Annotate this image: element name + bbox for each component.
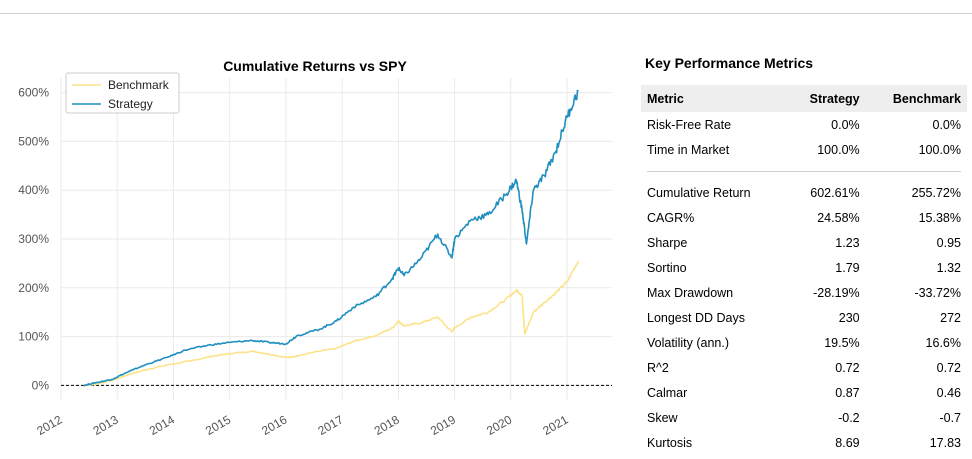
metrics-row: Sortino 1.79 1.32 — [641, 255, 967, 280]
legend-label-benchmark: Benchmark — [108, 78, 170, 92]
x-tick-label: 2014 — [147, 412, 177, 438]
metrics-row: Kurtosis 8.69 17.83 — [641, 430, 967, 455]
strategy-value: 19.5% — [824, 335, 860, 350]
x-tick-label: 2012 — [34, 412, 64, 438]
strategy-value: 1.23 — [835, 235, 860, 250]
benchmark-value: 16.6% — [925, 335, 961, 350]
strategy-value: 1.79 — [835, 260, 860, 275]
strategy-value: 602.61% — [810, 185, 860, 200]
chart-title: Cumulative Returns vs SPY — [223, 58, 407, 74]
metrics-row: Max Drawdown -28.19% -33.72% — [641, 280, 967, 305]
metrics-row: Time in Market 100.0% 100.0% — [641, 137, 967, 162]
metrics-row: Skew -0.2 -0.7 — [641, 405, 967, 430]
metrics-row: Sharpe 1.23 0.95 — [641, 230, 967, 255]
x-tick-label: 2015 — [203, 412, 233, 438]
series-lines — [83, 89, 580, 387]
x-tick-label: 2013 — [91, 412, 121, 438]
metrics-row: Longest DD Days 230 272 — [641, 305, 967, 330]
metrics-table: Metric Strategy Benchmark Risk-Free Rate… — [641, 85, 967, 455]
metric-name: Calmar — [647, 385, 688, 400]
y-tick-label: 100% — [18, 330, 49, 344]
cumulative-returns-chart: Cumulative Returns vs SPY 0% 100% 200% 300%… — [18, 58, 612, 438]
metrics-title: Key Performance Metrics — [645, 55, 814, 71]
x-tick-label: 2017 — [315, 412, 345, 438]
strategy-value: 230 — [838, 310, 860, 325]
y-tick-label: 300% — [18, 232, 49, 246]
benchmark-value: 0.0% — [932, 117, 962, 132]
metrics-separator — [641, 162, 967, 180]
benchmark-value: 272 — [940, 310, 961, 325]
metrics-row: Cumulative Return 602.61% 255.72% — [641, 180, 967, 205]
y-tick-label: 500% — [18, 134, 49, 148]
metric-name: Kurtosis — [647, 435, 693, 450]
metric-name: Risk-Free Rate — [647, 117, 732, 132]
metric-name: CAGR% — [647, 210, 695, 225]
metric-name: Volatility (ann.) — [647, 335, 729, 350]
benchmark-value: -33.72% — [914, 285, 961, 300]
metric-name: Sharpe — [647, 235, 688, 250]
strategy-value: 100.0% — [817, 142, 860, 157]
benchmark-value: 17.83 — [929, 435, 961, 450]
strategy-value: 0.0% — [831, 117, 860, 132]
metric-name: R^2 — [647, 360, 669, 375]
legend-label-strategy: Strategy — [108, 97, 153, 111]
x-tick-label: 2020 — [484, 412, 514, 438]
x-tick-label: 2021 — [540, 412, 570, 438]
metrics-row: Risk-Free Rate 0.0% 0.0% — [641, 112, 967, 137]
benchmark-value: 255.72% — [911, 185, 961, 200]
series-line-benchmark — [83, 260, 580, 387]
x-tick-label: 2016 — [259, 412, 289, 438]
metrics-row: R^2 0.72 0.72 — [641, 355, 967, 380]
metric-name: Skew — [647, 410, 678, 425]
metrics-header-row: Metric Strategy Benchmark — [641, 85, 967, 112]
strategy-value: -0.2 — [838, 410, 860, 425]
legend: Benchmark Strategy — [65, 72, 180, 114]
series-line-strategy — [83, 89, 579, 387]
metric-name: Time in Market — [647, 142, 730, 157]
y-tick-label: 600% — [18, 86, 49, 100]
benchmark-value: 0.95 — [936, 235, 961, 250]
strategy-value: 0.72 — [835, 360, 860, 375]
benchmark-value: 1.32 — [936, 260, 961, 275]
strategy-value: 8.69 — [835, 435, 860, 450]
top-divider — [0, 13, 972, 14]
metric-name: Sortino — [647, 260, 687, 275]
header-metric: Metric — [641, 85, 788, 112]
metric-name: Cumulative Return — [647, 185, 751, 200]
x-tick-label: 2019 — [428, 412, 458, 438]
strategy-value: 0.87 — [835, 385, 860, 400]
strategy-value: -28.19% — [813, 285, 860, 300]
header-strategy: Strategy — [787, 85, 866, 112]
y-tick-label: 200% — [18, 281, 49, 295]
benchmark-value: 15.38% — [918, 210, 961, 225]
header-benchmark: Benchmark — [865, 85, 967, 112]
x-tick-label: 2018 — [372, 412, 402, 438]
benchmark-value: -0.7 — [939, 410, 961, 425]
benchmark-value: 0.46 — [936, 385, 961, 400]
metrics-row: Volatility (ann.) 19.5% 16.6% — [641, 330, 967, 355]
benchmark-value: 0.72 — [936, 360, 961, 375]
y-tick-label: 400% — [18, 183, 49, 197]
grid — [60, 78, 612, 400]
y-tick-label: 0% — [32, 378, 50, 392]
metrics-row: CAGR% 24.58% 15.38% — [641, 205, 967, 230]
benchmark-value: 100.0% — [918, 142, 961, 157]
metrics-row: Calmar 0.87 0.46 — [641, 380, 967, 405]
metric-name: Max Drawdown — [647, 285, 734, 300]
strategy-value: 24.58% — [817, 210, 860, 225]
legend-box — [65, 72, 180, 114]
metric-name: Longest DD Days — [647, 310, 745, 325]
